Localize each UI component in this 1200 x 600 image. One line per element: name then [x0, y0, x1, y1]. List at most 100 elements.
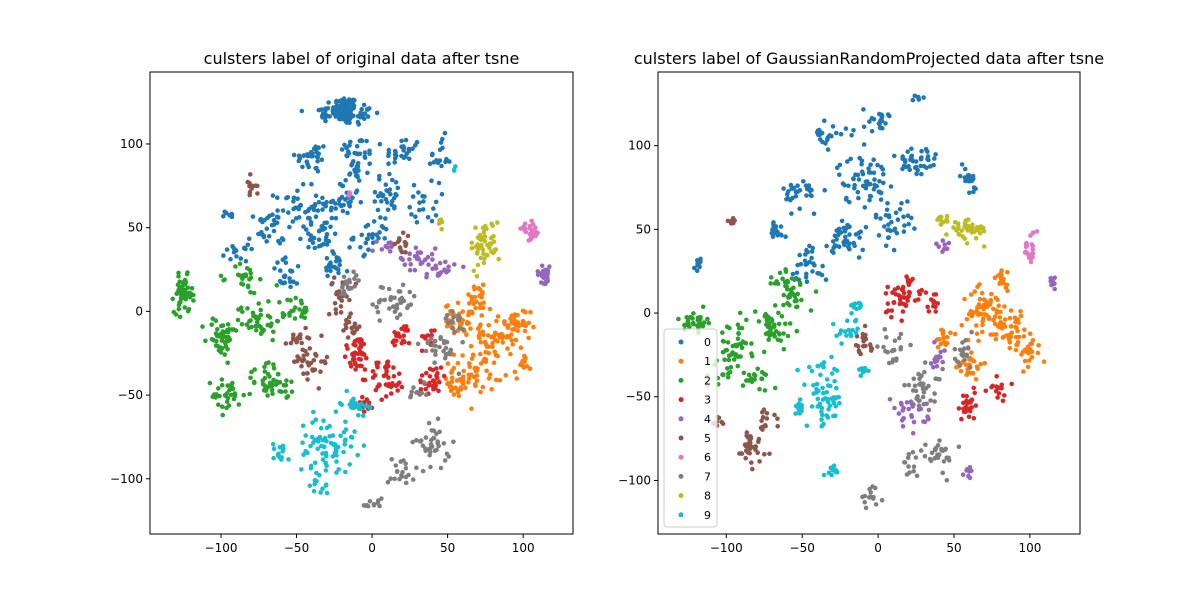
data-point-label-0	[301, 153, 307, 158]
data-point-label-2	[720, 330, 725, 335]
data-point-label-7	[961, 346, 967, 351]
data-point-label-2	[235, 317, 241, 323]
data-point-label-0	[404, 151, 410, 156]
data-point-label-2	[735, 336, 741, 342]
data-point-label-5	[314, 353, 319, 358]
data-point-label-3	[431, 386, 436, 392]
data-point-label-2	[215, 327, 220, 332]
data-point-label-0	[923, 146, 929, 152]
plot-area-original	[150, 72, 573, 534]
data-point-label-1	[486, 376, 492, 381]
data-point-label-7	[420, 443, 426, 449]
data-point-label-2	[210, 316, 216, 322]
data-point-label-0	[346, 200, 351, 206]
data-point-label-7	[898, 346, 903, 352]
data-point-label-9	[815, 404, 820, 409]
data-point-label-0	[807, 259, 812, 265]
data-point-label-2	[697, 321, 703, 326]
data-point-label-3	[362, 367, 368, 372]
data-point-label-2	[779, 314, 785, 319]
data-point-label-9	[347, 462, 353, 467]
data-point-label-2	[700, 304, 706, 310]
data-point-label-9	[300, 423, 306, 429]
data-point-label-0	[320, 111, 326, 117]
data-point-label-1	[968, 292, 974, 297]
data-point-label-1	[487, 306, 493, 312]
data-point-label-5	[399, 249, 405, 255]
data-point-label-4	[900, 408, 905, 413]
data-point-label-9	[308, 443, 313, 449]
data-point-label-0	[824, 243, 829, 249]
data-point-label-5	[354, 327, 360, 332]
data-point-label-8	[469, 240, 475, 246]
data-point-label-9	[793, 411, 798, 416]
data-point-label-2	[247, 319, 252, 324]
data-point-label-0	[881, 180, 886, 186]
data-point-label-1	[510, 342, 515, 347]
data-point-label-0	[347, 245, 352, 250]
data-point-label-0	[370, 232, 376, 237]
data-point-label-7	[455, 313, 461, 319]
data-point-label-7	[411, 293, 417, 299]
data-point-label-0	[223, 210, 229, 216]
data-point-label-0	[393, 180, 399, 185]
data-point-label-7	[952, 356, 958, 362]
data-point-label-0	[909, 215, 914, 221]
data-point-label-6	[1030, 247, 1035, 252]
data-point-label-2	[236, 402, 242, 407]
data-point-label-8	[485, 252, 490, 258]
x-tick-label: −50	[790, 541, 815, 555]
data-point-label-4	[1049, 281, 1055, 286]
data-point-label-0	[339, 183, 345, 188]
data-point-label-7	[873, 502, 879, 507]
data-point-label-0	[921, 95, 926, 100]
data-point-label-1	[964, 372, 969, 378]
data-point-label-0	[882, 224, 887, 229]
legend-marker-8	[678, 493, 684, 499]
data-point-label-4	[385, 245, 390, 250]
data-point-label-1	[1019, 352, 1024, 357]
data-point-label-3	[360, 377, 366, 383]
data-point-label-0	[967, 190, 972, 196]
data-point-label-3	[889, 315, 894, 320]
data-point-label-2	[813, 289, 819, 294]
data-point-label-2	[248, 275, 254, 281]
data-point-label-0	[790, 271, 796, 277]
data-point-label-2	[176, 306, 182, 312]
data-point-label-0	[959, 162, 965, 167]
data-point-label-4	[539, 263, 545, 269]
data-point-label-0	[427, 161, 433, 166]
data-point-label-8	[489, 235, 494, 241]
data-point-label-2	[739, 345, 745, 351]
data-point-label-5	[333, 311, 339, 316]
data-point-label-5	[255, 191, 260, 196]
data-point-label-0	[301, 224, 306, 229]
data-point-label-0	[856, 177, 862, 182]
data-point-label-0	[234, 254, 239, 259]
data-point-label-0	[851, 128, 856, 133]
data-point-label-2	[748, 378, 753, 384]
data-point-label-0	[414, 220, 420, 225]
data-point-label-7	[399, 296, 405, 302]
data-point-label-7	[442, 458, 448, 463]
data-point-label-3	[344, 343, 349, 348]
data-point-label-2	[799, 297, 804, 303]
data-point-label-3	[891, 299, 897, 305]
data-point-label-0	[296, 158, 302, 164]
x-tick-label: 50	[946, 541, 961, 555]
data-point-label-3	[424, 370, 429, 376]
data-point-label-8	[476, 246, 481, 251]
data-point-label-0	[336, 198, 342, 203]
data-point-label-7	[875, 344, 880, 349]
data-point-label-3	[995, 395, 1000, 400]
data-point-label-0	[362, 111, 367, 116]
data-point-label-0	[282, 274, 287, 280]
data-point-label-2	[220, 335, 226, 340]
data-point-label-3	[384, 369, 390, 374]
data-point-label-0	[346, 97, 352, 102]
data-point-label-5	[247, 192, 252, 198]
data-point-label-0	[859, 158, 865, 164]
data-point-label-7	[387, 306, 392, 311]
data-point-label-7	[863, 505, 869, 511]
